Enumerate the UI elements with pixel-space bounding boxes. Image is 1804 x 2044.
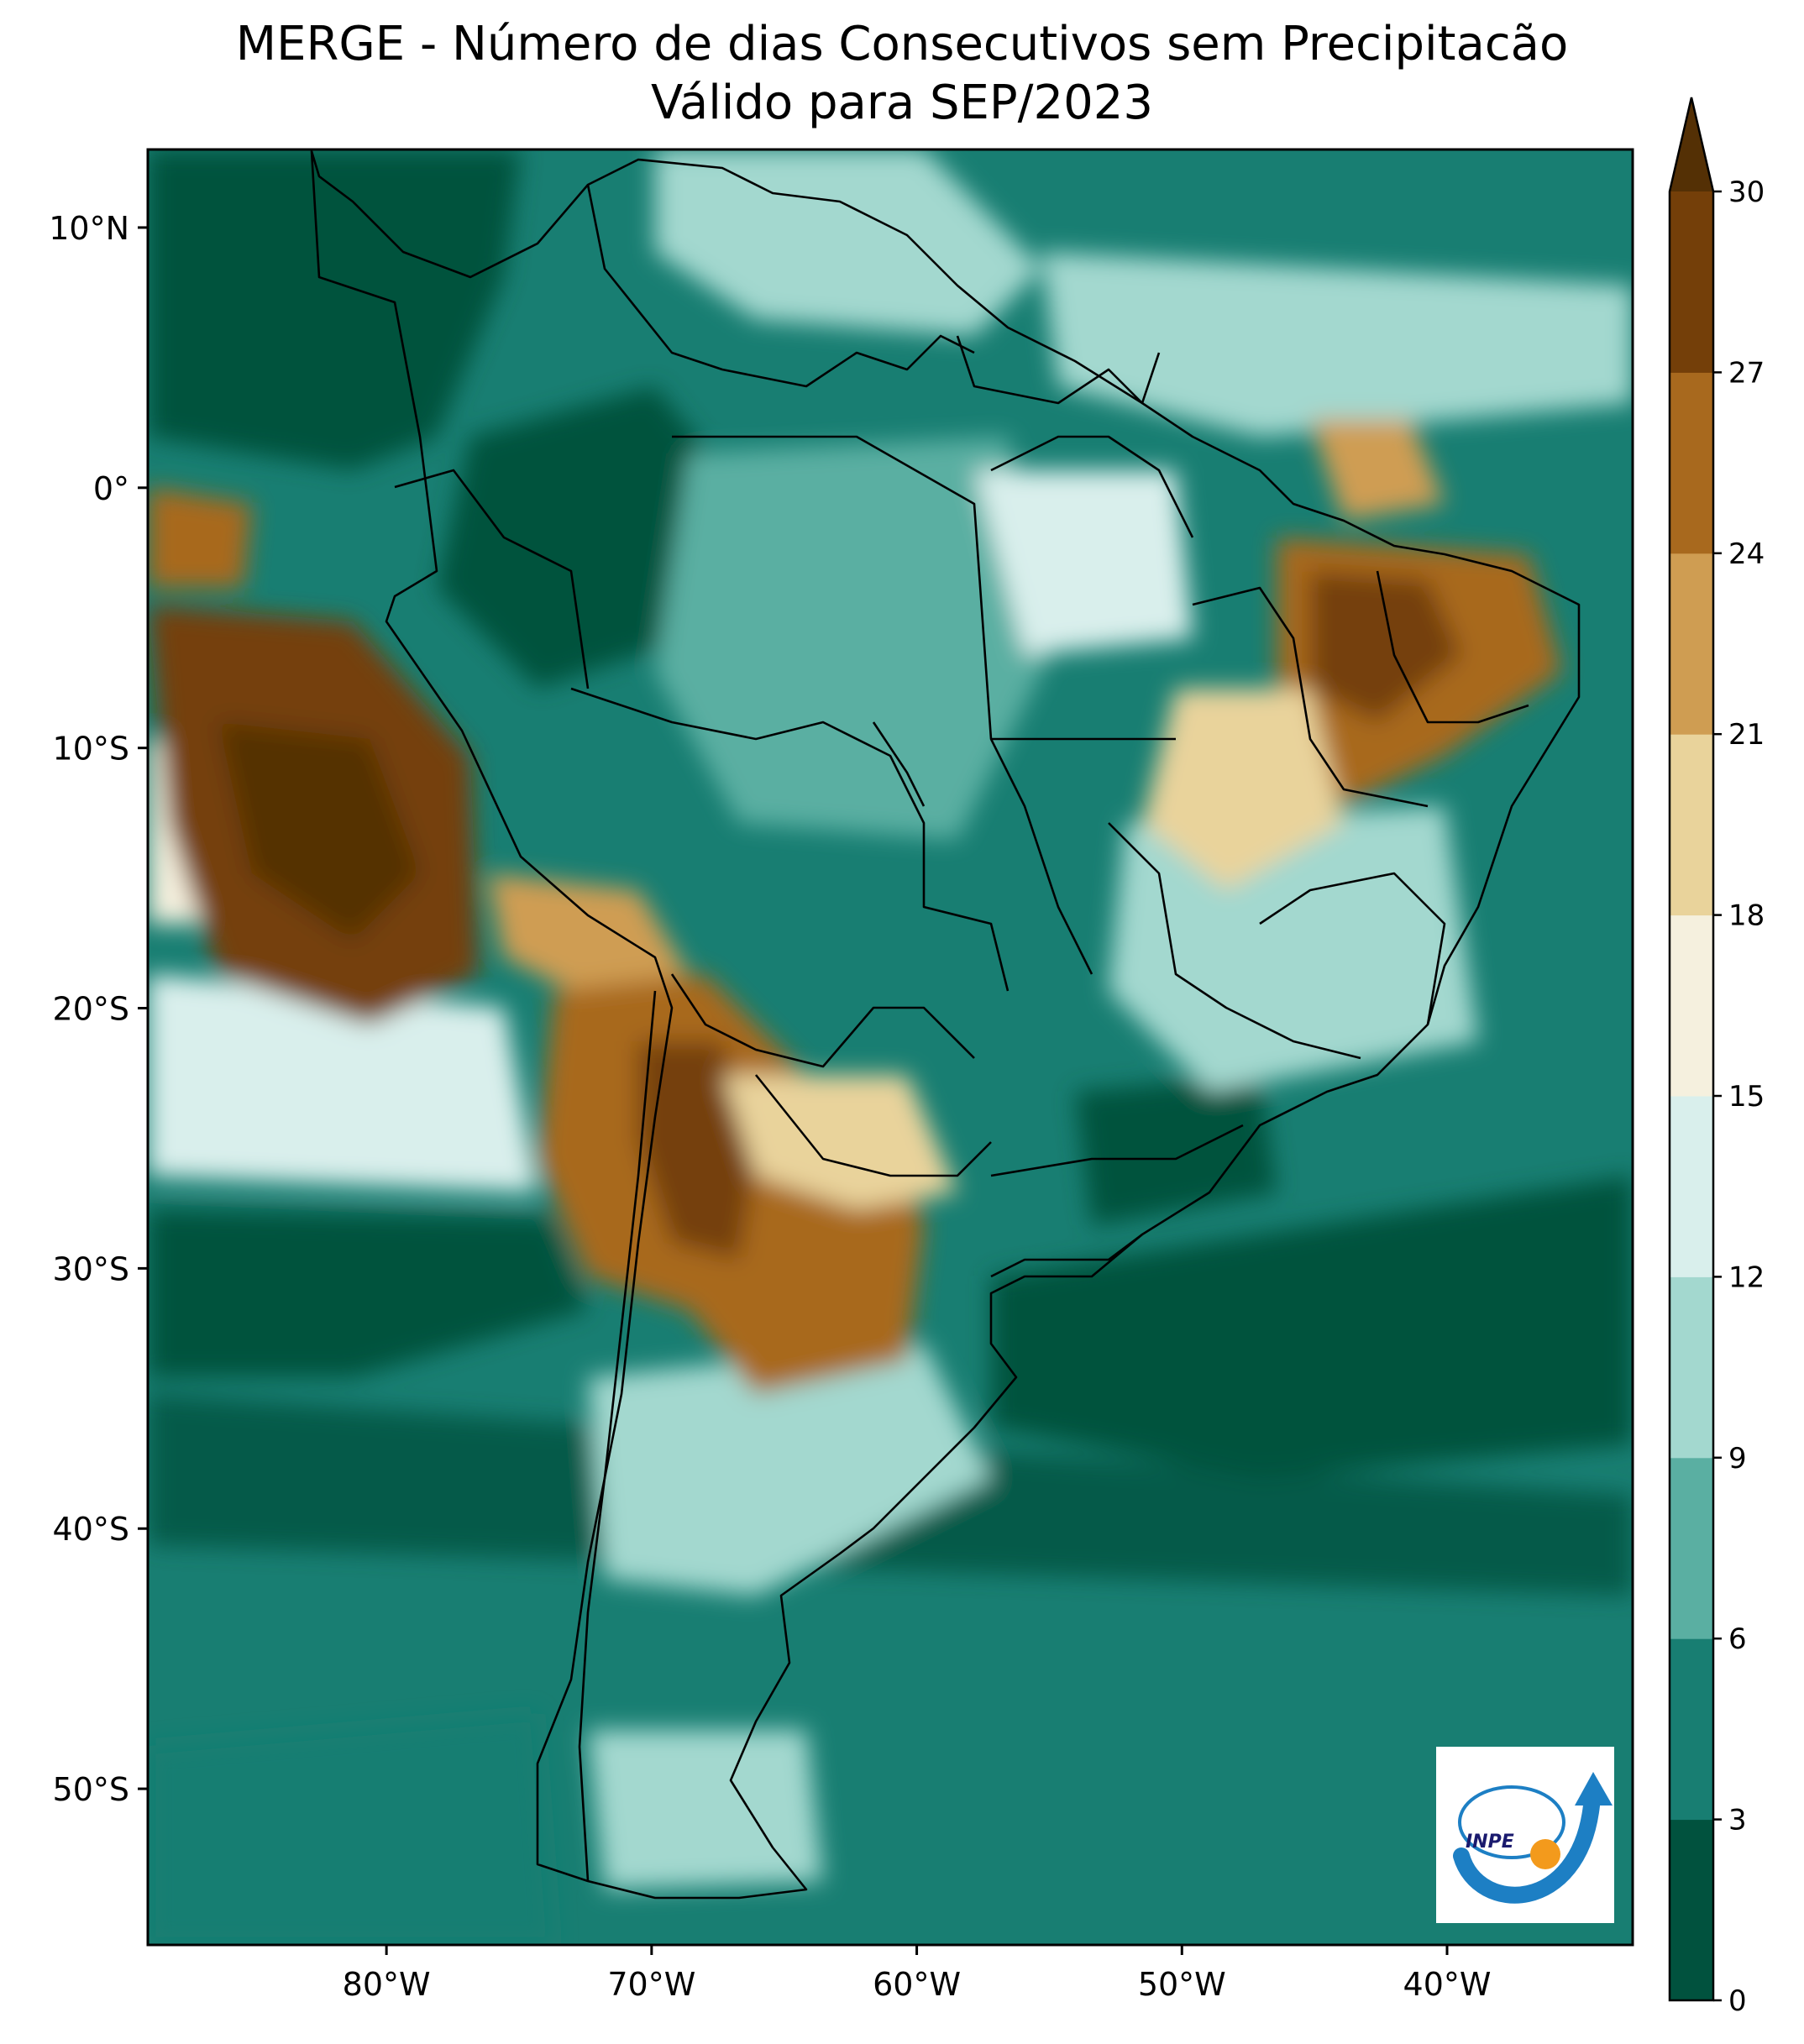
- lat-tick-label-4: 30°S: [53, 1250, 129, 1287]
- state-border-south: [990, 1124, 1244, 1177]
- lat-tick-label-6: 50°S: [53, 1771, 129, 1808]
- colorbar-segment-1: [1670, 1638, 1713, 1821]
- colorbar-segment-5: [1670, 915, 1713, 1097]
- border-argentina-chile: [578, 990, 657, 1882]
- field-brown-amapa: [1310, 420, 1445, 521]
- state-border-ne-1: [1192, 586, 1429, 808]
- field-light-cerrado: [1109, 806, 1478, 1092]
- colorbar-segment-8: [1670, 372, 1713, 554]
- colorbar-tick-label-9: 27: [1728, 356, 1765, 390]
- logo-orbit: [1458, 1785, 1565, 1859]
- lat-tick-label-0: 10°N: [49, 210, 129, 247]
- map-frame: [146, 148, 1634, 1947]
- lon-tick-label-0: 80°W: [343, 1966, 431, 2003]
- field-light-pacific-belt: [148, 974, 538, 1192]
- dry-days-field: [148, 149, 1633, 1945]
- border-bolivia: [670, 973, 975, 1068]
- colorbar-segment-0: [1670, 1819, 1713, 2001]
- field-dark-south-pacific: [148, 1209, 588, 1377]
- field-dark-amazon-west: [437, 386, 722, 689]
- border-brazil-west: [672, 435, 1176, 741]
- colorbar-tick-label-4: 12: [1728, 1260, 1765, 1294]
- field-dark-north-pacific: [148, 149, 521, 470]
- lat-tick-label-1: 0°: [93, 470, 129, 507]
- lon-tick-label-2: 60°W: [873, 1966, 961, 2003]
- field-light-south-tip: [588, 1730, 823, 1889]
- field-brown-pacific-core: [218, 722, 420, 941]
- map-area: INPE: [148, 149, 1633, 1945]
- colorbar-extend-arrow: [1670, 97, 1713, 191]
- field-light-patagonia: [588, 1344, 991, 1596]
- field-dark-southeast: [1075, 1075, 1277, 1226]
- state-border-ne-2: [1376, 570, 1529, 724]
- colorbar-segment-9: [1670, 191, 1713, 373]
- logo-arrow-icon: [1575, 1772, 1613, 1806]
- state-border-north: [990, 435, 1194, 538]
- colorbar-tick-label-7: 21: [1728, 718, 1765, 752]
- lon-tick-label-3: 50°W: [1138, 1966, 1226, 2003]
- field-light-north: [655, 149, 1041, 336]
- lon-tick-label-4: 40°W: [1403, 1966, 1492, 2003]
- field-darkbrown-chaco-core: [638, 1041, 756, 1260]
- border-uruguay: [990, 1233, 1143, 1278]
- state-border-se: [1259, 872, 1446, 1025]
- state-border-mid-2: [872, 721, 926, 807]
- state-border-center: [1108, 822, 1361, 1060]
- lon-tick-label-1: 70°W: [607, 1966, 695, 2003]
- title-line-2: Válido para SEP/2023: [650, 76, 1154, 130]
- state-border-mid-1: [989, 738, 1093, 975]
- border-ecuador-peru: [394, 469, 590, 689]
- inpe-logo: INPE: [1436, 1747, 1614, 1923]
- colorbar-tick-label-8: 24: [1728, 537, 1765, 571]
- colorbar-segment-2: [1670, 1457, 1713, 1639]
- colorbar-tick-label-6: 18: [1728, 899, 1765, 933]
- field-dark-south-atlantic: [991, 1176, 1633, 1478]
- field-teal-far-south: [148, 1713, 554, 1945]
- border-paraguay-argentina: [754, 1074, 992, 1177]
- colorbar-tick-label-3: 9: [1728, 1442, 1747, 1475]
- map-title: MERGE - Número de dias Consecutivos sem …: [0, 15, 1804, 133]
- colorbar-tick-label-2: 6: [1728, 1622, 1747, 1656]
- logo-swoosh: [1453, 1797, 1600, 1904]
- colorbar: 0 3 6 9 12 15 18 21 24 27 30: [1668, 97, 1765, 2018]
- field-tan-bahia: [1142, 689, 1344, 890]
- logo-text: INPE: [1466, 1832, 1514, 1853]
- field-pale-amazon-east: [974, 470, 1193, 655]
- longitude-axis: 80°W 70°W 60°W 50°W 40°W: [343, 1945, 1492, 2003]
- colorbar-segment-7: [1670, 553, 1713, 735]
- lat-tick-label-5: 40°S: [53, 1511, 129, 1548]
- colorbar-segment-3: [1670, 1276, 1713, 1459]
- field-tan-peru-coast: [487, 873, 689, 1008]
- logo-sun: [1530, 1839, 1560, 1869]
- field-light-equatorial-atlantic: [1041, 252, 1633, 437]
- latitude-axis: 10°N 0° 10°S 20°S 30°S 40°S 50°S: [49, 210, 148, 1808]
- border-guianas: [956, 335, 1161, 405]
- border-peru-brazil: [570, 687, 1010, 992]
- lat-tick-label-2: 10°S: [53, 731, 129, 768]
- colorbar-segment-4: [1670, 1096, 1713, 1277]
- boundaries: [310, 149, 1581, 1900]
- field-brown-pacific-west: [148, 487, 252, 588]
- colorbar-tick-label-1: 3: [1728, 1804, 1747, 1837]
- colorbar-tick-label-5: 15: [1728, 1080, 1765, 1114]
- title-line-1: MERGE - Número de dias Consecutivos sem …: [235, 17, 1569, 71]
- colorbar-tick-label-10: 30: [1728, 176, 1765, 209]
- field-darkbrown-northeast-core: [1310, 571, 1461, 722]
- south-america-coastline: [310, 149, 1581, 1900]
- colorbar-tick-label-0: 0: [1728, 1984, 1747, 2018]
- colorbar-segment-6: [1670, 734, 1713, 916]
- border-colombia-venezuela: [586, 184, 975, 388]
- lat-tick-label-3: 20°S: [53, 991, 129, 1028]
